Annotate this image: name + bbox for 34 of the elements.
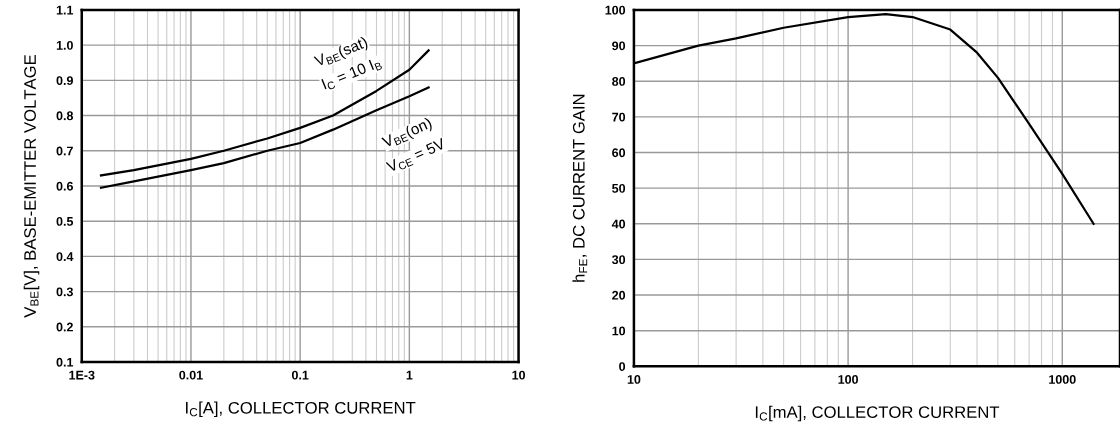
x-tick-label: 1000: [1049, 375, 1076, 384]
x-axis-title: I$_{C}$[mA], COLLECTOR CURRENT: [755, 405, 1000, 422]
y-tick-label: 0.7: [56, 146, 73, 156]
y-tick-label: 0: [619, 362, 626, 371]
y-axis-title: h$_{FE}$, DC CURRENT GAIN: [572, 94, 588, 282]
x-tick-label: 10: [512, 370, 525, 380]
x-tick-label: 100: [838, 375, 859, 384]
y-tick-label: 90: [612, 41, 626, 51]
y-tick-label: 0.3: [56, 287, 73, 297]
x-axis-title: I$_{C}$[A], COLLECTOR CURRENT: [186, 401, 416, 417]
y-tick-label: 30: [611, 255, 626, 265]
y-tick-label: 0.4: [56, 252, 74, 262]
x-tick-label: 10: [627, 375, 641, 384]
y-tick-label: 0.8: [56, 111, 74, 121]
y-tick-label: 100: [605, 5, 626, 15]
y-tick-label: 70: [612, 112, 626, 122]
x-tick-label: 0.01: [179, 370, 203, 380]
x-tick-label: 1: [406, 370, 413, 380]
y-tick-label: 20: [612, 290, 626, 300]
y-tick-label: 10: [612, 326, 626, 336]
x-tick-label: 1E-3: [69, 370, 95, 380]
y-tick-label: 40: [611, 219, 626, 229]
y-tick-label: 80: [612, 77, 626, 86]
y-tick-label: 1.0: [56, 40, 73, 50]
y-tick-label: 1.1: [56, 5, 74, 15]
y-tick-label: 50: [612, 183, 626, 193]
x-tick-label: 0.1: [291, 370, 309, 380]
y-tick-label: 0.5: [56, 216, 74, 226]
y-tick-label: 60: [612, 148, 626, 158]
y-tick-label: 0.9: [56, 76, 73, 85]
y-axis-title: V$_{BE}$[V], BASE-EMITTER VOLTAGE: [23, 55, 40, 318]
y-tick-label: 0.1: [56, 357, 74, 367]
y-tick-label: 0.2: [56, 322, 73, 332]
y-tick-label: 0.6: [56, 181, 73, 191]
